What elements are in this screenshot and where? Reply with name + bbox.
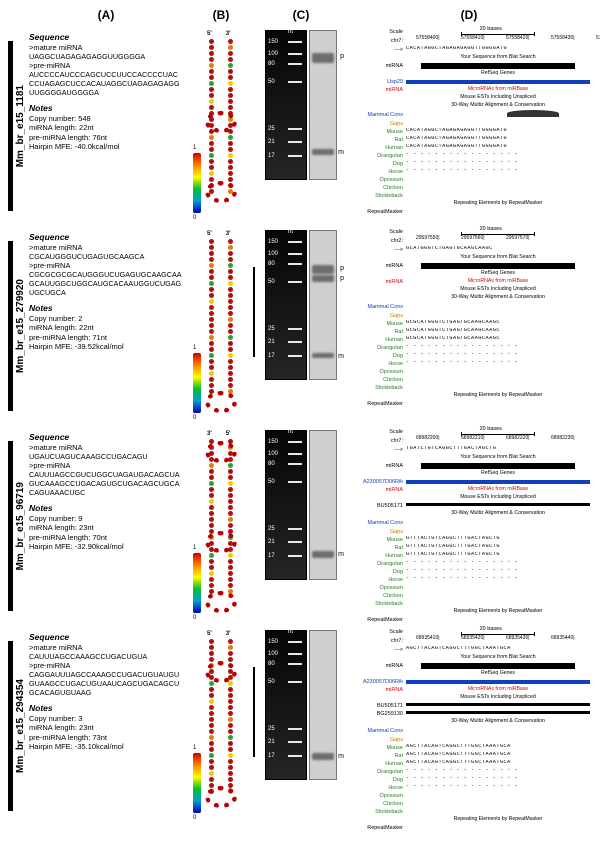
figure-row: Mm_br_e15_96719 Sequence >mature miRNA U… (8, 426, 592, 626)
panel-D: Scale20 bases chr7:68982200|68982210|689… (346, 426, 592, 626)
panel-C: nt1501008050252117 p m (256, 26, 346, 226)
panel-B: 5'3' (186, 626, 256, 826)
row-label: Mm_br_e15_1181 (8, 26, 26, 226)
col-header-D: (D) (346, 8, 592, 22)
panel-C: nt1501008050252117 m (256, 426, 346, 626)
figure-row: Mm_br_e15_279920 Sequence >mature miRNA … (8, 226, 592, 426)
panel-B: 3'5' (186, 426, 256, 626)
panel-D: Scale20 bases chr7:57558400|57558410|575… (346, 26, 592, 226)
row-label: Mm_br_e15_279920 (8, 226, 26, 426)
panel-A: Sequence >mature miRNA CGCAUGGGUCUGAGUGC… (26, 226, 186, 426)
panel-D: Scale20 bases chr2:29597550|29597560|295… (346, 226, 592, 426)
figure-row: Mm_br_e15_1181 Sequence >mature miRNA UA… (8, 26, 592, 226)
panel-C: nt1501008050252117 m (256, 626, 346, 826)
panel-A: Sequence >mature miRNA UGAUCUAGUCAAAGCCU… (26, 426, 186, 626)
panel-A: Sequence >mature miRNA UAGGCUAGAGAGAGGUU… (26, 26, 186, 226)
row-label: Mm_br_e15_96719 (8, 426, 26, 626)
panel-A: Sequence >mature miRNA CAUUUAGCCAAAGCCUG… (26, 626, 186, 826)
column-headers: (A) (B) (C) (D) (8, 8, 592, 22)
panel-B: 5'3' (186, 226, 256, 426)
figure-row: Mm_br_e15_294354 Sequence >mature miRNA … (8, 626, 592, 826)
col-header-C: (C) (256, 8, 346, 22)
figure-root: (A) (B) (C) (D) Mm_br_e15_1181 Sequence … (8, 8, 592, 826)
panel-C: nt1501008050252117 p p m (256, 226, 346, 426)
col-header-B: (B) (186, 8, 256, 22)
panel-B: 5'3' (186, 26, 256, 226)
col-header-A: (A) (26, 8, 186, 22)
row-label: Mm_br_e15_294354 (8, 626, 26, 826)
panel-D: Scale20 bases chr7:68935410|68935420|689… (346, 626, 592, 826)
